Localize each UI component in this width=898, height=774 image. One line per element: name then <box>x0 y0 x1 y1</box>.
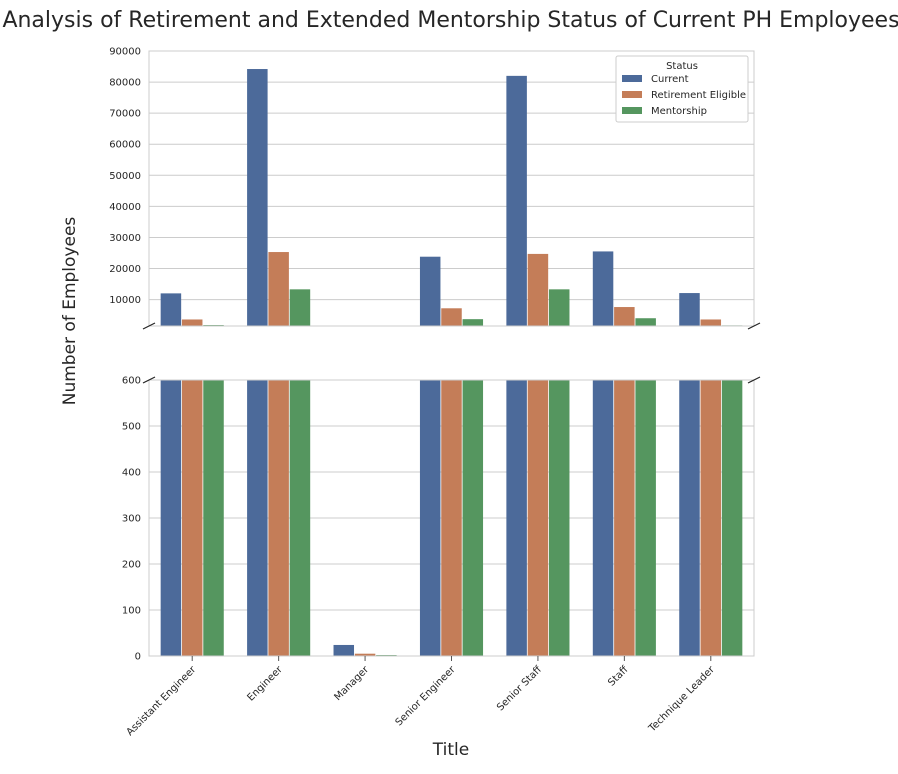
x-tick-label: Technique Leader <box>646 664 717 735</box>
x-tick-label: Engineer <box>245 664 285 704</box>
bar-upper-retirement-eligible <box>441 308 462 326</box>
x-tick-label: Manager <box>332 664 371 703</box>
bar-lower-retirement-eligible <box>181 380 203 656</box>
bar-lower-retirement-eligible <box>354 653 376 656</box>
bar-upper-current <box>506 75 527 326</box>
upper-panel: 10000 20000 30000 40000 50000 60000 70000 80000… <box>109 47 755 327</box>
lower-bars <box>160 380 743 656</box>
legend-swatch <box>622 107 642 114</box>
bar-lower-retirement-eligible <box>700 380 722 656</box>
x-axis-label: Title <box>432 740 469 760</box>
lower-y-tick-label: 400 <box>122 468 141 479</box>
upper-y-tick-label: 20000 <box>109 264 141 275</box>
legend-label: Current <box>651 74 689 85</box>
upper-y-tick-label: 10000 <box>109 295 141 306</box>
bar-upper-mentorship <box>548 289 570 326</box>
bar-upper-mentorship <box>462 319 484 326</box>
lower-y-tick-label: 600 <box>122 376 141 387</box>
axis-break-mark-upper-left <box>142 322 156 330</box>
y-axis-label: Number of Employees <box>60 217 80 406</box>
lower-y-tick-label: 500 <box>122 422 141 433</box>
legend-swatch <box>622 91 642 98</box>
lower-y-tick-label: 300 <box>122 514 141 525</box>
bar-lower-mentorship <box>635 380 656 656</box>
bar-upper-retirement-eligible <box>181 319 203 326</box>
legend-items: Current Retirement Eligible Mentorship <box>622 74 746 117</box>
lower-y-tick-label: 200 <box>122 560 141 571</box>
bar-lower-current <box>419 380 441 656</box>
upper-bars <box>160 69 743 327</box>
x-tick-label: Senior Staff <box>495 664 545 714</box>
lower-panel: 0 100 200 300 400 500 600 <box>122 376 755 663</box>
upper-y-ticks: 10000 20000 30000 40000 50000 60000 70000 80000… <box>109 47 141 307</box>
upper-plot-frame <box>148 50 755 327</box>
legend-title: Status <box>666 61 698 72</box>
bar-lower-mentorship <box>462 380 484 656</box>
lower-y-tick-label: 0 <box>135 652 141 663</box>
axis-break-mark-upper-right <box>747 322 761 330</box>
bar-upper-retirement-eligible <box>700 319 722 326</box>
bar-lower-mentorship <box>289 380 311 656</box>
upper-y-tick-label: 40000 <box>109 202 141 213</box>
chart-title: Analysis of Retirement and Extended Ment… <box>2 8 898 33</box>
bar-lower-current <box>247 380 268 656</box>
upper-y-tick-label: 90000 <box>109 47 141 58</box>
bar-upper-current <box>247 69 268 327</box>
axis-break-marks <box>142 322 761 384</box>
bar-lower-current <box>679 380 700 656</box>
x-ticks: Assistant Engineer Engineer Manager Senior … <box>125 656 718 738</box>
bar-lower-mentorship <box>721 380 743 656</box>
bar-lower-retirement-eligible <box>441 380 462 656</box>
upper-y-tick-label: 70000 <box>109 109 141 120</box>
legend-box <box>615 55 749 123</box>
legend-label: Mentorship <box>651 106 707 117</box>
bar-lower-mentorship <box>203 380 224 656</box>
bar-lower-retirement-eligible <box>614 380 635 656</box>
legend: Status Current Retirement Eligible Mentors… <box>615 55 749 123</box>
bar-upper-current <box>419 256 441 326</box>
x-tick-label: Staff <box>606 664 631 689</box>
bar-upper-retirement-eligible <box>614 307 635 326</box>
bar-lower-retirement-eligible <box>268 380 289 656</box>
bar-upper-current <box>160 293 182 326</box>
upper-y-tick-label: 60000 <box>109 140 141 151</box>
upper-y-tick-label: 30000 <box>109 233 141 244</box>
bar-lower-current <box>160 380 182 656</box>
bar-upper-retirement-eligible <box>527 253 549 326</box>
bar-lower-current <box>333 644 355 656</box>
axis-break-mark-lower-left <box>142 376 156 384</box>
upper-y-tick-label: 80000 <box>109 78 141 89</box>
lower-y-tick-label: 100 <box>122 606 141 617</box>
legend-swatch <box>622 75 642 82</box>
lower-y-ticks: 0 100 200 300 400 500 600 <box>122 376 141 663</box>
bar-lower-mentorship <box>548 380 570 656</box>
bar-upper-retirement-eligible <box>268 252 289 326</box>
bar-lower-current <box>506 380 527 656</box>
bar-lower-current <box>592 380 614 656</box>
bar-upper-mentorship <box>635 318 656 326</box>
legend-label: Retirement Eligible <box>651 90 746 101</box>
bar-lower-retirement-eligible <box>527 380 549 656</box>
upper-y-tick-label: 50000 <box>109 171 141 182</box>
x-tick-label: Assistant Engineer <box>125 664 199 738</box>
x-tick-label: Senior Engineer <box>394 664 459 729</box>
bar-upper-current <box>679 293 700 326</box>
bar-upper-current <box>592 251 614 326</box>
bar-upper-mentorship <box>289 289 311 326</box>
axis-break-mark-lower-right <box>747 376 761 384</box>
